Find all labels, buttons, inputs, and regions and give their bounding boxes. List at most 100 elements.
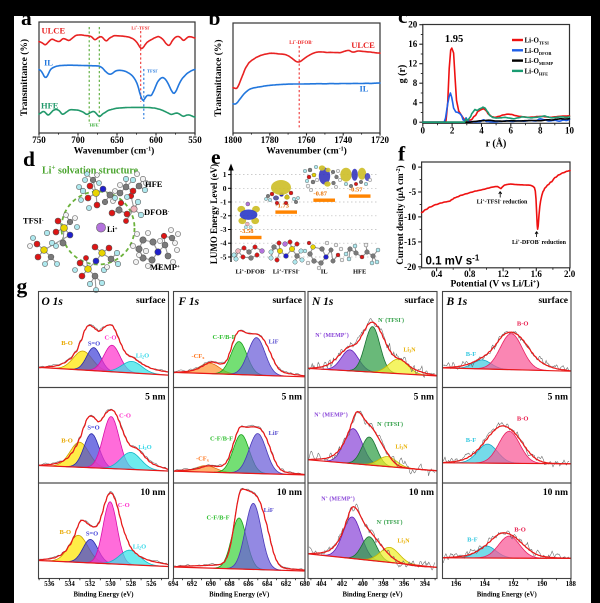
svg-text:1.6: 1.6 — [531, 269, 543, 279]
svg-text:680: 680 — [300, 581, 311, 588]
svg-text:C-F/B-F: C-F/B-F — [206, 515, 229, 522]
svg-text:Transmittance (%): Transmittance (%) — [213, 39, 224, 116]
svg-text:S=O: S=O — [88, 341, 100, 348]
svg-text:DFOB-: DFOB- — [144, 207, 170, 217]
svg-text:682: 682 — [281, 581, 292, 588]
svg-text:-10: -10 — [404, 212, 416, 222]
svg-text:-5: -5 — [409, 187, 417, 197]
svg-text:402: 402 — [337, 581, 348, 588]
svg-text:694: 694 — [168, 581, 179, 588]
svg-text:g (r): g (r) — [397, 65, 408, 84]
svg-text:N- (TFSI-): N- (TFSI-) — [377, 420, 403, 429]
svg-text:surface: surface — [404, 296, 434, 306]
svg-text:404: 404 — [316, 581, 327, 588]
svg-text:Li2O: Li2O — [133, 544, 146, 551]
svg-text:Wavenumber (cm-1): Wavenumber (cm-1) — [74, 146, 155, 157]
svg-text:-1.73: -1.73 — [275, 203, 289, 210]
svg-text:0: 0 — [412, 162, 417, 172]
svg-text:690: 690 — [206, 581, 217, 588]
svg-text:Binding Energy (eV): Binding Energy (eV) — [209, 592, 269, 599]
svg-text:Wavenumber (cm-1): Wavenumber (cm-1) — [266, 146, 347, 157]
svg-text:10 nm: 10 nm — [543, 488, 568, 498]
svg-text:Li+-DFOB-: Li+-DFOB- — [289, 39, 313, 46]
svg-text:4: 4 — [413, 98, 418, 108]
svg-text:S=O: S=O — [87, 425, 99, 432]
svg-text:IL: IL — [44, 58, 53, 68]
svg-text:Li-ODFOB: Li-ODFOB — [525, 47, 552, 56]
svg-text:N 1s: N 1s — [311, 296, 334, 308]
svg-text:Binding Energy (eV): Binding Energy (eV) — [477, 592, 537, 599]
svg-text:-5: -5 — [220, 253, 226, 262]
svg-text:398: 398 — [378, 581, 389, 588]
svg-text:C-F/B-F: C-F/B-F — [210, 436, 233, 443]
svg-text:532: 532 — [85, 581, 96, 588]
svg-text:684: 684 — [262, 581, 273, 588]
svg-text:530: 530 — [105, 581, 116, 588]
svg-text:surface: surface — [136, 296, 166, 306]
svg-text:-2: -2 — [220, 211, 226, 220]
svg-text:550: 550 — [188, 135, 202, 145]
svg-text:ULCE: ULCE — [42, 26, 66, 36]
svg-text:Li-OMEMP: Li-OMEMP — [525, 57, 554, 66]
svg-text:1740: 1740 — [334, 135, 353, 145]
svg-text:536: 536 — [44, 581, 55, 588]
svg-text:Li3N: Li3N — [403, 348, 416, 354]
svg-text:394: 394 — [420, 581, 431, 588]
svg-text:B-F: B-F — [466, 437, 477, 444]
svg-text:-0.57: -0.57 — [349, 187, 363, 194]
svg-text:g: g — [17, 274, 28, 298]
svg-text:190: 190 — [537, 581, 548, 588]
svg-text:10 nm: 10 nm — [409, 488, 434, 498]
svg-text:surface: surface — [272, 296, 302, 306]
svg-text:Li-OTFSI: Li-OTFSI — [525, 37, 550, 46]
svg-text:686: 686 — [243, 581, 254, 588]
svg-text:-CFx: -CFx — [196, 456, 210, 463]
svg-text:LiF: LiF — [264, 507, 274, 514]
svg-text:HFE: HFE — [41, 101, 59, 111]
svg-text:Li+-TFSI-: Li+-TFSI- — [131, 25, 150, 31]
svg-text:0.8: 0.8 — [464, 269, 476, 279]
svg-text:5 nm: 5 nm — [282, 393, 302, 403]
svg-text:688: 688 — [224, 581, 235, 588]
svg-text:Li2O: Li2O — [136, 353, 149, 360]
svg-text:f: f — [398, 142, 406, 166]
svg-text:750: 750 — [32, 135, 46, 145]
svg-text:B-O: B-O — [517, 416, 529, 423]
svg-text:TFSI-: TFSI- — [23, 216, 44, 226]
svg-text:10: 10 — [565, 126, 575, 136]
svg-text:0: 0 — [421, 126, 426, 136]
svg-text:0: 0 — [413, 117, 418, 127]
svg-text:650: 650 — [110, 135, 124, 145]
svg-text:N+ (MEMP+): N+ (MEMP+) — [315, 331, 348, 340]
svg-text:-15: -15 — [404, 237, 416, 247]
svg-text:surface: surface — [538, 296, 568, 306]
svg-text:LiF: LiF — [268, 430, 278, 437]
svg-text:N- (TFSI-): N- (TFSI-) — [378, 316, 404, 325]
svg-text:5 nm: 5 nm — [414, 393, 434, 403]
svg-text:1: 1 — [223, 170, 227, 179]
svg-text:b: b — [209, 6, 221, 30]
svg-text:196: 196 — [451, 581, 462, 588]
svg-text:N+ (MEMP+): N+ (MEMP+) — [321, 494, 354, 503]
svg-text:d: d — [23, 147, 35, 171]
svg-text:1720: 1720 — [371, 135, 390, 145]
svg-text:20: 20 — [408, 20, 418, 30]
svg-text:692: 692 — [187, 581, 198, 588]
svg-text:4: 4 — [479, 126, 484, 136]
svg-text:Li2O: Li2O — [138, 444, 151, 451]
svg-text:-1: -1 — [220, 198, 226, 207]
svg-text:Li+-TFSI-: Li+-TFSI- — [273, 267, 300, 276]
svg-text:528: 528 — [126, 581, 137, 588]
svg-text:12: 12 — [408, 59, 418, 69]
svg-text:c: c — [398, 4, 408, 28]
svg-text:S=O: S=O — [86, 531, 98, 538]
svg-text:B 1s: B 1s — [446, 296, 468, 308]
svg-text:TFSI-: TFSI- — [147, 68, 158, 74]
svg-text:194: 194 — [480, 581, 491, 588]
svg-text:1760: 1760 — [298, 135, 317, 145]
svg-text:1780: 1780 — [261, 135, 280, 145]
svg-text:5 nm: 5 nm — [548, 393, 568, 403]
svg-text:C-O: C-O — [119, 413, 131, 420]
svg-text:0.4: 0.4 — [431, 269, 443, 279]
svg-text:a: a — [21, 6, 32, 30]
